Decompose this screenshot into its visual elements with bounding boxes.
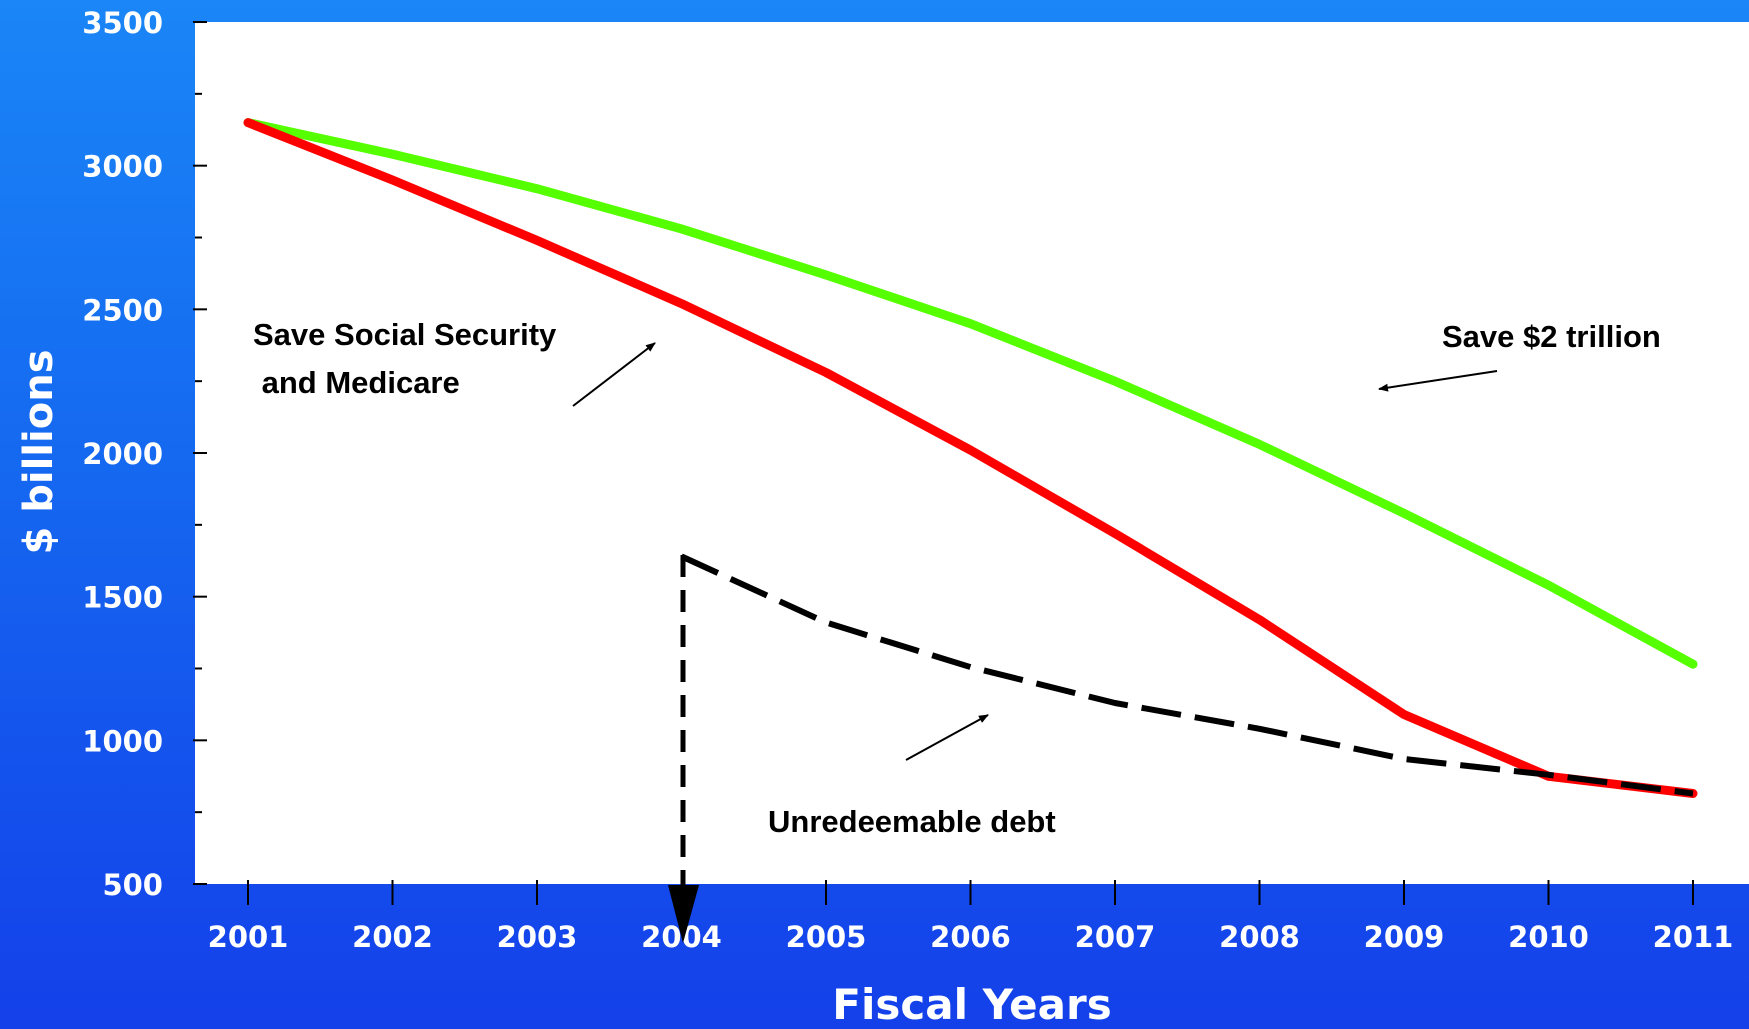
y-tick-label: 2500 xyxy=(82,293,163,327)
social-security-label: Save Social Security and Medicare xyxy=(253,317,565,400)
x-tick-label: 2011 xyxy=(1653,920,1734,954)
y-tick-label: 500 xyxy=(102,868,163,902)
series-line-ssmed xyxy=(243,118,1698,798)
y-axis-title: $ billions xyxy=(16,350,62,555)
x-tick-label: 2009 xyxy=(1364,920,1445,954)
social-security-label-line-1: Save Social Security xyxy=(253,317,557,352)
x-tick-label: 2003 xyxy=(497,920,578,954)
x-axis: 2001200220032004200520062007200820092010… xyxy=(208,880,1734,954)
x-tick-label: 2002 xyxy=(352,920,433,954)
social-security-label-line-2: and Medicare xyxy=(253,365,460,400)
y-tick-label: 2000 xyxy=(82,437,163,471)
x-axis-title: Fiscal Years xyxy=(832,980,1111,1029)
x-tick-label: 2005 xyxy=(786,920,867,954)
x-tick-label: 2006 xyxy=(930,920,1011,954)
unredeemable-debt-label: Unredeemable debt xyxy=(768,804,1056,839)
social-security-pointer-arrow xyxy=(572,342,656,407)
y-tick-label: 3500 xyxy=(82,6,163,40)
unredeemable-debt-label-line-1: Unredeemable debt xyxy=(768,804,1056,839)
year-2004-arrowhead xyxy=(668,885,699,943)
y-tick-label: 1500 xyxy=(82,581,163,615)
series-layer xyxy=(243,118,1698,798)
x-tick-label: 2010 xyxy=(1508,920,1589,954)
y-tick-label: 1000 xyxy=(82,724,163,758)
save-2-trillion-label: Save $2 trillion xyxy=(1442,319,1661,354)
x-tick-label: 2008 xyxy=(1219,920,1300,954)
unredeemable-debt-pointer-arrow xyxy=(905,714,989,761)
save-2-trillion-label-line-1: Save $2 trillion xyxy=(1442,319,1661,354)
x-tick-label: 2001 xyxy=(208,920,289,954)
y-axis: 500 1000 1500 2000 2500 3000 3500 xyxy=(82,6,207,902)
y-tick-label: 3000 xyxy=(82,150,163,184)
save-2-trillion-pointer-arrow xyxy=(1378,370,1498,392)
x-tick-label: 2007 xyxy=(1075,920,1156,954)
series-line-debt xyxy=(680,553,1694,797)
